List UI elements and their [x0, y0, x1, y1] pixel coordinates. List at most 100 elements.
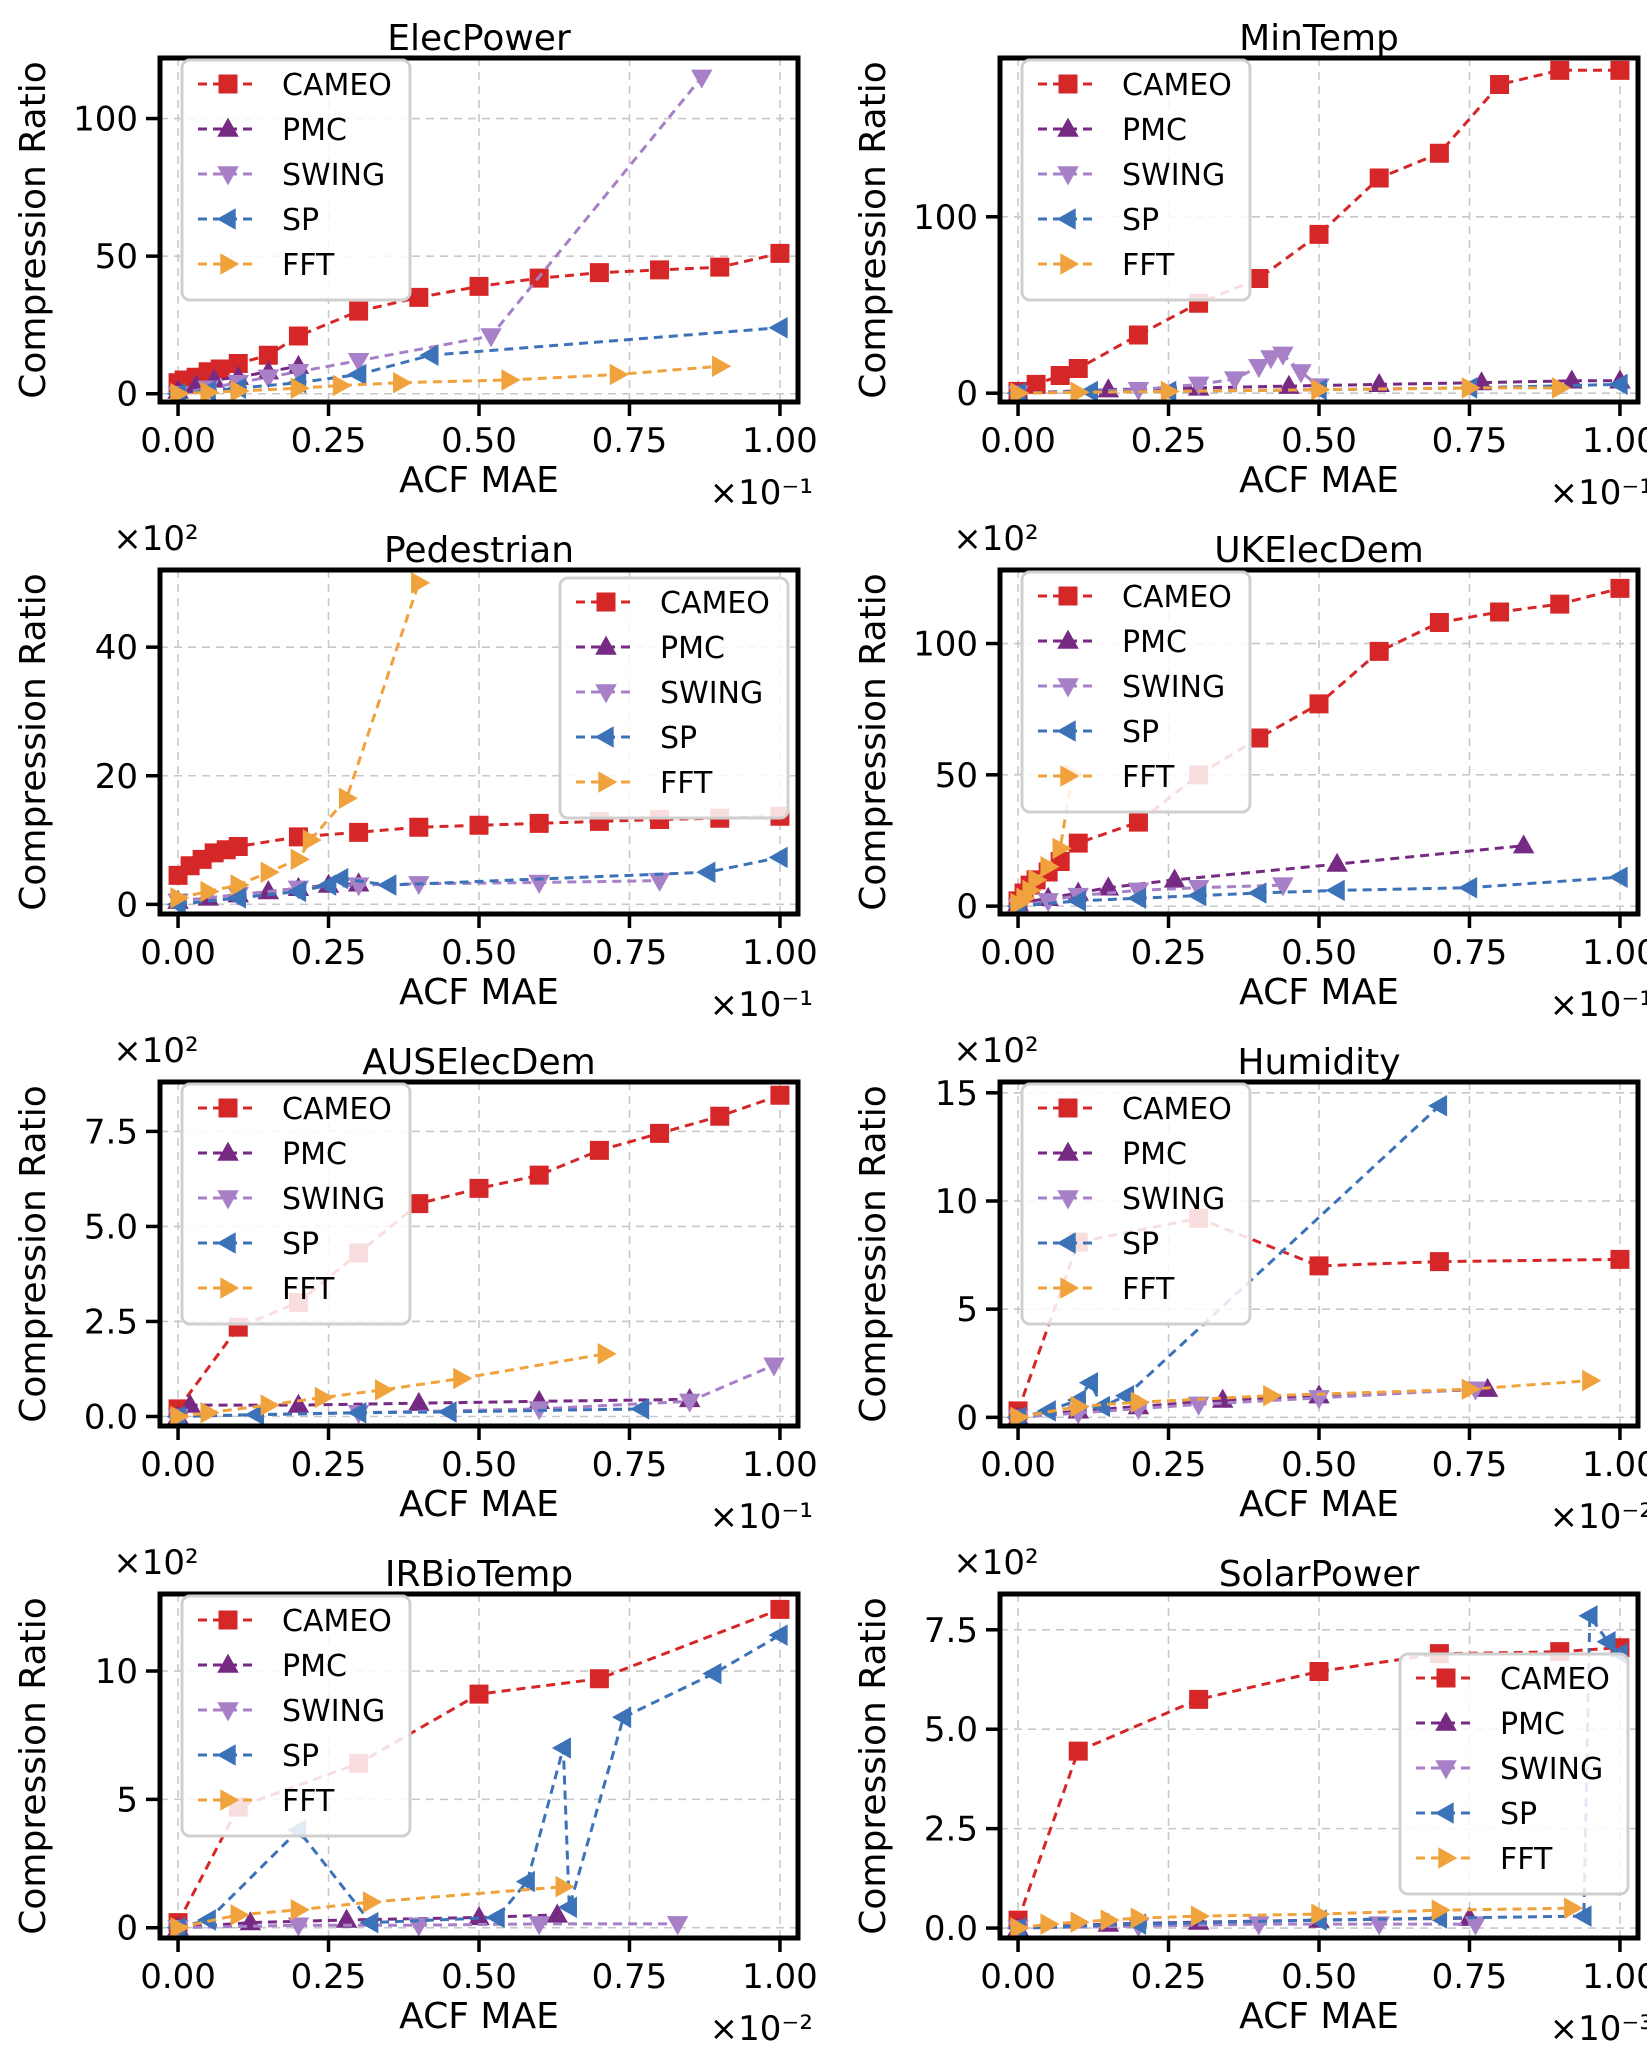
x-multiplier: ×10⁻¹	[710, 985, 813, 1025]
y-tick-label: 100	[913, 198, 978, 238]
x-multiplier: ×10⁻¹	[1550, 473, 1647, 513]
legend-label-swing: SWING	[1122, 1182, 1225, 1217]
data-point-sp	[1078, 1371, 1098, 1394]
data-point-sp	[557, 1896, 577, 1918]
data-point-cameo	[589, 1669, 609, 1689]
data-point-fft	[1564, 1897, 1584, 1919]
legend-label-swing: SWING	[1500, 1752, 1603, 1787]
data-point-cameo	[288, 326, 308, 346]
data-point-fft	[1052, 837, 1072, 860]
data-point-fft	[314, 1386, 334, 1409]
chart-panel-2: 0.00 0.25 0.50 0.75 1.00 0 100 MinTemp ACF MAE Co…	[853, 18, 1647, 513]
series-line-fft	[1017, 1379, 1590, 1419]
x-tick-label: 0.75	[1432, 1445, 1508, 1485]
data-point-fft	[1552, 377, 1572, 399]
data-point-fft	[374, 1379, 395, 1401]
data-point-cameo	[469, 276, 489, 296]
y-axis-label: Compression Ratio	[853, 573, 894, 910]
series-line-cameo	[1016, 1216, 1620, 1412]
data-point-fft	[230, 380, 250, 402]
y-multiplier: ×10²	[113, 519, 198, 559]
data-point-cameo	[1309, 224, 1329, 244]
legend-label-cameo: CAMEO	[282, 68, 392, 103]
data-point-cameo	[1610, 1249, 1630, 1269]
legend-box	[1020, 1082, 1252, 1326]
legend-label-pmc: PMC	[660, 631, 725, 666]
legend-marker-swing	[1057, 1190, 1079, 1210]
legend-marker-sp	[1056, 208, 1076, 230]
y-tick-label: 5	[956, 1290, 978, 1330]
x-axis-label: ACF MAE	[399, 460, 559, 501]
legend: CAMEO PMC SWING SP FFT	[1020, 58, 1252, 302]
x-tick-label: 0.50	[1281, 1445, 1357, 1485]
data-point-fft	[712, 355, 732, 377]
data-point-swing	[1272, 346, 1294, 366]
data-point-swing	[480, 328, 502, 348]
data-point-sp	[347, 1401, 367, 1424]
legend-label-pmc: PMC	[282, 113, 347, 148]
data-point-fft	[1100, 1909, 1120, 1931]
legend: CAMEO PMC SWING SP FFT	[180, 1594, 412, 1838]
data-point-swing	[678, 1393, 701, 1413]
legend-marker-cameo	[218, 74, 238, 94]
series-line-pmc	[177, 1397, 690, 1418]
y-tick-label: 2.5	[924, 1810, 978, 1850]
legend-label-sp: SP	[1122, 715, 1159, 750]
x-tick-label: 1.00	[742, 933, 818, 973]
legend-marker-swing	[595, 684, 617, 704]
legend-marker-swing	[217, 166, 239, 186]
data-point-cameo	[529, 1165, 549, 1185]
series-group	[166, 69, 790, 402]
series-line-sp	[177, 1633, 781, 1930]
legend-label-fft: FFT	[660, 766, 713, 801]
y-multiplier: ×10²	[953, 1031, 1038, 1071]
data-point-pmc	[1561, 369, 1583, 389]
chart-panel-6: 0.00 0.25 0.50 0.75 1.00 0 5 10 15 Humidity ACF MA…	[853, 1031, 1647, 1537]
data-point-sp	[287, 880, 307, 903]
legend-label-pmc: PMC	[1122, 625, 1187, 660]
data-point-sp	[226, 887, 246, 909]
legend-label-sp: SP	[282, 203, 319, 238]
data-point-cameo	[1429, 613, 1449, 633]
data-point-fft	[1010, 1406, 1030, 1426]
y-axis-label: Compression Ratio	[853, 61, 894, 398]
data-point-swing	[528, 874, 550, 894]
legend-label-pmc: PMC	[1500, 1707, 1565, 1742]
legend-label-fft: FFT	[1122, 248, 1175, 283]
data-point-fft	[290, 377, 310, 399]
x-multiplier: ×10⁻¹	[710, 1497, 813, 1537]
legend-marker-fft	[1060, 1277, 1080, 1299]
data-point-swing	[648, 872, 671, 892]
x-axis-label: ACF MAE	[399, 972, 559, 1013]
series-group	[1006, 1095, 1630, 1426]
legend-label-pmc: PMC	[1122, 113, 1187, 148]
legend-marker-cameo	[1436, 1668, 1456, 1688]
legend: CAMEO PMC SWING SP FFT	[558, 576, 790, 820]
data-point-fft	[200, 1401, 220, 1424]
data-point-sp	[1090, 1395, 1111, 1418]
data-point-fft	[453, 1367, 473, 1390]
chart-title: AUSElecDem	[362, 1042, 595, 1083]
x-tick-label: 1.00	[1582, 1445, 1647, 1485]
chart-title: MinTemp	[1239, 18, 1399, 59]
data-point-fft	[230, 1904, 250, 1926]
x-axis-label: ACF MAE	[399, 1484, 559, 1525]
legend-label-sp: SP	[1122, 203, 1159, 238]
data-point-pmc	[546, 1903, 569, 1923]
data-point-sp	[329, 867, 349, 890]
legend-box	[558, 576, 790, 820]
series-group	[1006, 60, 1631, 402]
legend-label-cameo: CAMEO	[1122, 1092, 1232, 1127]
x-tick-label: 0.75	[592, 1957, 668, 1997]
x-axis-label: ACF MAE	[1239, 1996, 1399, 2037]
data-point-fft	[1130, 1907, 1150, 1929]
y-tick-label: 0	[956, 374, 978, 414]
data-point-swing	[1187, 376, 1210, 396]
data-point-cameo	[409, 287, 429, 307]
legend-marker-fft	[1060, 765, 1080, 787]
data-point-cameo	[589, 1140, 609, 1160]
data-point-cameo	[1128, 325, 1148, 345]
y-tick-label: 100	[73, 100, 138, 140]
y-multiplier: ×10²	[113, 1031, 198, 1071]
y-multiplier: ×10²	[113, 1543, 198, 1583]
